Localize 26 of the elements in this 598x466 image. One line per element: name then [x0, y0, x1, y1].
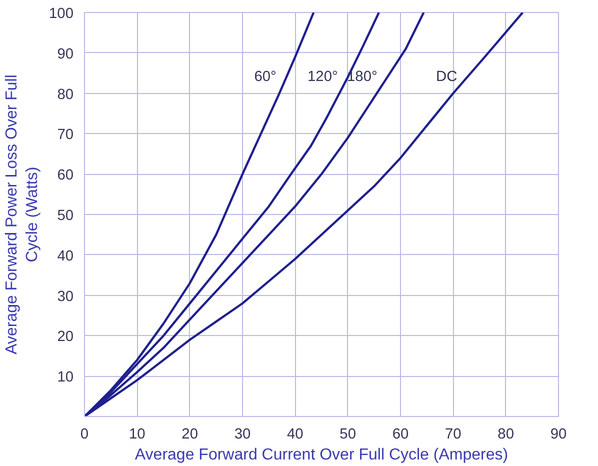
series-label: DC	[436, 69, 458, 86]
series-label: 60°	[254, 69, 276, 86]
y-tick-label: 80	[57, 86, 74, 103]
y-tick-label: 20	[57, 329, 74, 346]
y-tick-label: 10	[57, 370, 74, 386]
y-tick-label: 30	[57, 288, 74, 305]
x-tick-label: 0	[80, 426, 89, 442]
y-tick-label: 40	[57, 248, 74, 264]
y-tick-label: 50	[57, 208, 74, 224]
series-label: 180°	[347, 69, 378, 86]
x-tick-label: 60	[392, 426, 409, 442]
series-label: 120°	[308, 69, 338, 86]
x-tick-label: 30	[234, 426, 251, 442]
x-tick-label: 20	[182, 426, 198, 442]
x-tick-label: 40	[287, 426, 304, 442]
x-tick-label: 90	[550, 426, 567, 442]
y-tick-label: 100	[49, 6, 74, 22]
x-axis-title: Average Forward Current Over Full Cycle (Amperes)	[134, 446, 508, 464]
x-tick-label: 10	[129, 426, 146, 442]
x-tick-label: 80	[498, 426, 514, 442]
x-tick-label: 50	[340, 426, 356, 442]
y-tick-label: 70	[57, 127, 74, 144]
y-tick-label: 90	[57, 46, 74, 62]
y-axis-title: Average Forward Power Loss Over Full Cycle (Watts)	[4, 74, 42, 354]
y-tick-label: 60	[57, 168, 74, 184]
x-tick-label: 70	[445, 426, 462, 442]
